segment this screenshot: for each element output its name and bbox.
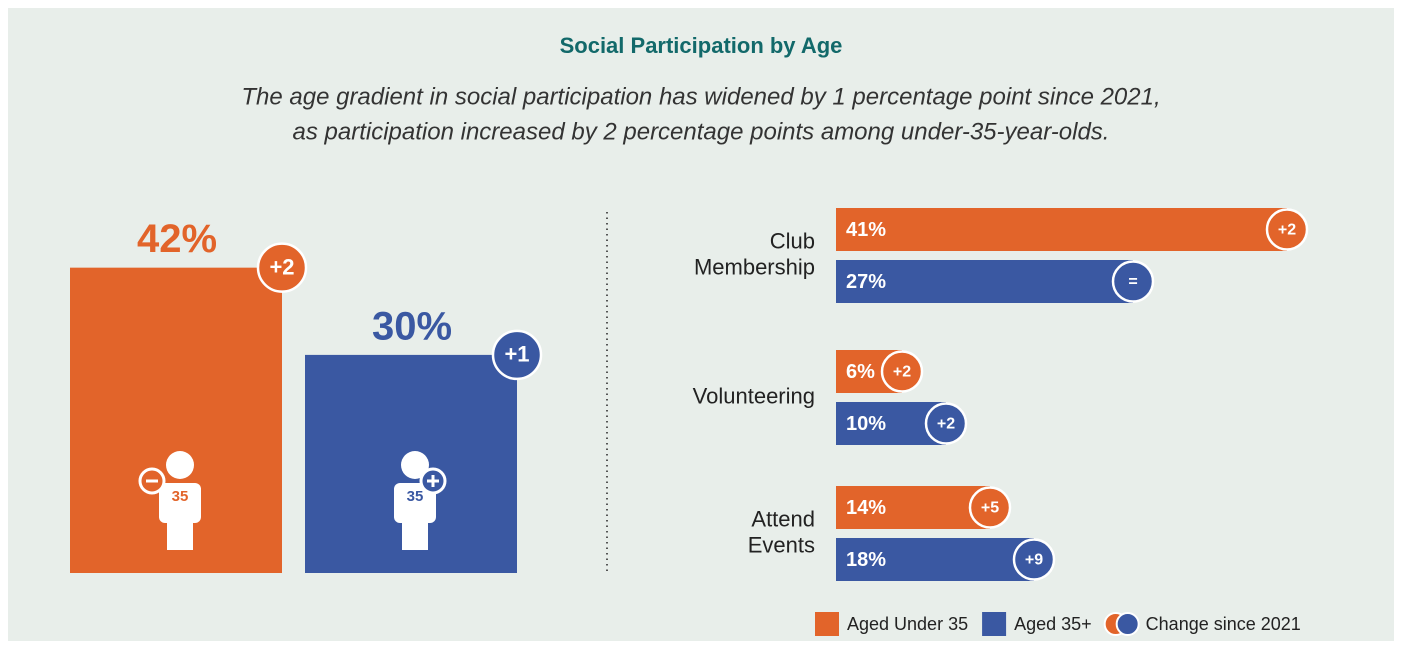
person-legs — [167, 515, 193, 550]
chart-title: Social Participation by Age — [560, 33, 843, 58]
subtitle: as participation increased by 2 percenta… — [293, 118, 1110, 145]
change-badge — [1111, 260, 1155, 303]
legend-swatch — [1115, 612, 1140, 636]
person-body — [394, 483, 436, 523]
person-head — [401, 451, 429, 479]
bar — [836, 538, 1034, 581]
change-badge — [968, 486, 1012, 529]
change-badge — [256, 242, 308, 293]
change-label: +2 — [1278, 222, 1296, 239]
category-label: Events — [748, 532, 815, 557]
legend-label: Change since 2021 — [1146, 614, 1301, 634]
change-badge — [1265, 208, 1309, 251]
value-label: 6% — [846, 361, 875, 383]
category-label: Membership — [694, 254, 815, 279]
person-legs — [402, 515, 428, 550]
legend-swatch — [815, 612, 839, 636]
value-label: 41% — [846, 219, 886, 241]
category-label: Volunteering — [693, 383, 815, 408]
value-label: 27% — [846, 271, 886, 293]
bar — [836, 208, 1287, 251]
change-badge — [924, 402, 968, 445]
legend-swatch — [982, 612, 1007, 636]
change-label: +5 — [981, 500, 999, 517]
bar — [836, 260, 1133, 303]
subtitle: The age gradient in social participation… — [241, 83, 1160, 110]
bar — [836, 486, 990, 529]
change-badge — [1012, 538, 1056, 581]
value-label: 30% — [372, 304, 452, 348]
change-label: +9 — [1025, 552, 1043, 569]
change-label: +2 — [269, 254, 294, 279]
change-label: = — [1128, 274, 1137, 291]
icon-label: 35 — [407, 488, 424, 505]
legend-label: Aged 35+ — [1014, 614, 1092, 634]
category-label: Club — [770, 228, 815, 253]
value-label: 18% — [846, 549, 886, 571]
value-label: 10% — [846, 413, 886, 435]
value-label: 42% — [137, 217, 217, 261]
change-badge — [491, 329, 543, 381]
person-body — [159, 483, 201, 523]
change-label: +2 — [893, 364, 911, 381]
category-label: Attend — [751, 506, 815, 531]
value-label: 14% — [846, 497, 886, 519]
person-head — [166, 451, 194, 479]
icon-label: 35 — [172, 488, 189, 505]
legend-label: Aged Under 35 — [847, 614, 968, 634]
change-label: +1 — [504, 342, 529, 367]
change-badge — [880, 350, 924, 393]
change-label: +2 — [937, 416, 955, 433]
